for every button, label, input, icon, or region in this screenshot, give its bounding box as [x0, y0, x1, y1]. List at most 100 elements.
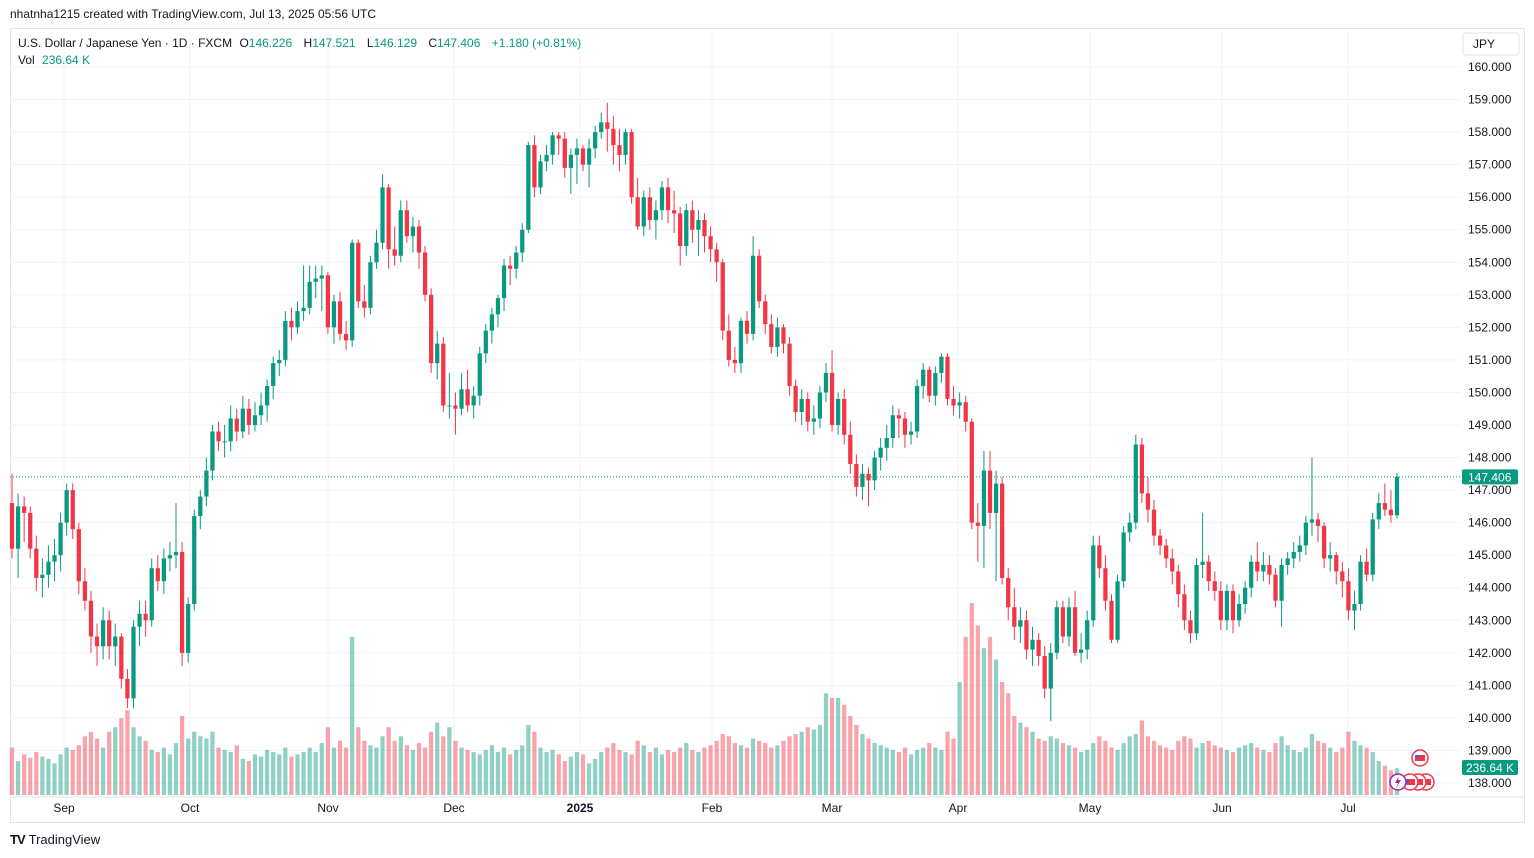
candle[interactable]	[1206, 555, 1211, 591]
candle[interactable]	[1364, 548, 1369, 582]
candle[interactable]	[842, 389, 847, 445]
candle[interactable]	[975, 503, 980, 562]
candle[interactable]	[313, 265, 318, 299]
candle[interactable]	[1188, 610, 1193, 644]
candle[interactable]	[216, 421, 221, 452]
candle[interactable]	[1212, 571, 1217, 601]
candle[interactable]	[368, 255, 373, 315]
candle[interactable]	[817, 385, 823, 429]
candle[interactable]	[1273, 568, 1278, 608]
candle[interactable]	[441, 337, 446, 412]
candle[interactable]	[459, 372, 464, 416]
candle[interactable]	[702, 213, 707, 253]
candle[interactable]	[1358, 555, 1363, 611]
candle[interactable]	[526, 141, 531, 233]
candle[interactable]	[854, 454, 859, 497]
candle[interactable]	[258, 392, 264, 425]
candle[interactable]	[107, 610, 112, 660]
candle[interactable]	[568, 148, 573, 194]
candle[interactable]	[866, 467, 871, 507]
candle[interactable]	[672, 190, 677, 233]
candle[interactable]	[94, 623, 100, 666]
candle[interactable]	[435, 330, 440, 380]
candle[interactable]	[714, 242, 719, 282]
candle[interactable]	[981, 451, 987, 569]
candle[interactable]	[787, 337, 792, 396]
candle[interactable]	[52, 538, 57, 582]
candle[interactable]	[125, 669, 130, 709]
candle[interactable]	[738, 317, 744, 373]
candle[interactable]	[836, 392, 841, 435]
candle[interactable]	[696, 210, 701, 256]
candle[interactable]	[410, 216, 416, 253]
candle[interactable]	[605, 102, 610, 152]
candle[interactable]	[1285, 551, 1290, 575]
candle[interactable]	[951, 385, 956, 416]
candle[interactable]	[192, 509, 197, 611]
candle[interactable]	[392, 226, 397, 266]
candle[interactable]	[1097, 535, 1102, 578]
candle[interactable]	[179, 542, 185, 666]
candle[interactable]	[890, 405, 895, 448]
candle[interactable]	[939, 353, 944, 383]
candle[interactable]	[46, 545, 51, 588]
candle[interactable]	[1303, 516, 1309, 556]
candle[interactable]	[1340, 561, 1345, 598]
candle[interactable]	[726, 314, 731, 367]
candle[interactable]	[987, 451, 993, 530]
us-flag-icon[interactable]	[1401, 773, 1419, 791]
candle[interactable]	[356, 239, 361, 308]
candle[interactable]	[307, 265, 312, 315]
candle[interactable]	[1000, 477, 1005, 585]
candle[interactable]	[623, 128, 628, 165]
candle[interactable]	[422, 246, 428, 302]
candle[interactable]	[186, 597, 191, 663]
candle[interactable]	[1388, 490, 1394, 523]
candle[interactable]	[878, 438, 883, 471]
candle[interactable]	[386, 184, 391, 269]
candle[interactable]	[1346, 568, 1351, 621]
candle[interactable]	[429, 288, 434, 373]
candle[interactable]	[1267, 555, 1272, 585]
candle[interactable]	[246, 398, 252, 435]
candle[interactable]	[119, 633, 124, 689]
candle[interactable]	[1012, 587, 1017, 640]
candle[interactable]	[350, 239, 355, 347]
lightning-icon[interactable]	[1389, 773, 1407, 791]
candle[interactable]	[769, 314, 774, 354]
candle[interactable]	[848, 421, 853, 474]
candle[interactable]	[732, 346, 737, 373]
candle[interactable]	[1085, 610, 1090, 660]
candle[interactable]	[659, 180, 665, 220]
candle[interactable]	[750, 236, 756, 341]
symbol-title[interactable]: U.S. Dollar / Japanese Yen · 1D · FXCM	[18, 36, 233, 50]
candle[interactable]	[76, 522, 81, 595]
candle[interactable]	[708, 226, 713, 263]
candle[interactable]	[1218, 581, 1223, 631]
candle[interactable]	[277, 350, 282, 377]
candle[interactable]	[1297, 535, 1302, 562]
candle[interactable]	[64, 483, 69, 536]
candle[interactable]	[82, 568, 88, 611]
candle[interactable]	[252, 402, 258, 432]
candle[interactable]	[653, 200, 659, 240]
candle[interactable]	[1115, 574, 1120, 644]
candle[interactable]	[665, 177, 671, 224]
candle[interactable]	[155, 555, 160, 591]
candle[interactable]	[15, 493, 21, 578]
candle[interactable]	[1072, 590, 1078, 657]
candle[interactable]	[271, 356, 276, 399]
candle[interactable]	[763, 294, 768, 334]
candle[interactable]	[1145, 477, 1151, 523]
candle[interactable]	[173, 503, 179, 569]
candle[interactable]	[969, 418, 974, 530]
candle[interactable]	[501, 259, 507, 312]
candle[interactable]	[28, 506, 33, 559]
candle[interactable]	[1291, 542, 1296, 569]
candle[interactable]	[483, 324, 488, 364]
candle[interactable]	[489, 307, 495, 344]
candle[interactable]	[562, 132, 567, 178]
candle[interactable]	[690, 200, 695, 243]
candle[interactable]	[1060, 600, 1066, 644]
candle[interactable]	[471, 385, 476, 419]
